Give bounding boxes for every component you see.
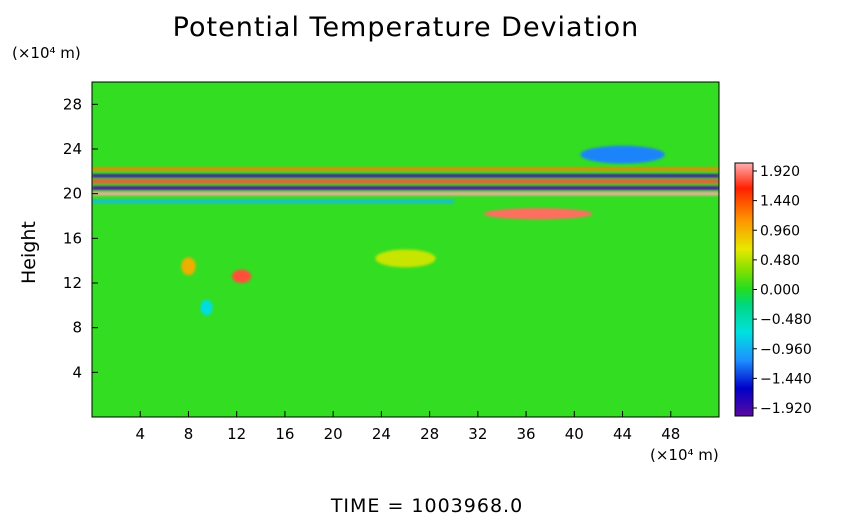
field-feature-band — [92, 191, 719, 196]
colorbar-label: 0.000 — [760, 283, 800, 299]
field-feature-blob — [483, 208, 593, 220]
y-tick-label: 28 — [63, 95, 82, 113]
x-tick-label: 24 — [372, 425, 391, 443]
x-tick-label: 12 — [227, 425, 246, 443]
y-tick-label: 20 — [63, 185, 82, 203]
plot-area — [91, 81, 720, 418]
colorbar-gradient — [734, 162, 754, 417]
y-tick-label: 24 — [63, 140, 82, 158]
field-feature-blob — [200, 299, 213, 316]
colorbar: 1.920 1.440 0.960 0.480 0.000 −0.480 −0.960 −1.… — [734, 162, 812, 417]
y-tick-label: 16 — [63, 229, 82, 247]
x-tick-label: 36 — [517, 425, 536, 443]
y-tick-label: 8 — [72, 319, 82, 337]
field-feature-blob — [375, 249, 436, 268]
field-feature-band — [92, 186, 719, 191]
x-tick-label: 44 — [613, 425, 632, 443]
x-tick-label: 4 — [135, 425, 145, 443]
y-tick-label: 12 — [63, 274, 82, 292]
x-tick-label: 16 — [275, 425, 294, 443]
field-feature-blob — [231, 269, 252, 283]
time-label: TIME = 1003968.0 — [330, 495, 524, 517]
colorbar-label: −1.440 — [760, 371, 812, 387]
x-tick-label: 8 — [184, 425, 194, 443]
x-tick-label: 20 — [324, 425, 343, 443]
x-tick-label: 28 — [420, 425, 439, 443]
field-feature-band — [92, 167, 719, 171]
colorbar-label: 0.480 — [760, 253, 800, 269]
x-tick-label: 32 — [468, 425, 487, 443]
colorbar-label: −0.480 — [760, 312, 812, 328]
colorbar-label: 1.920 — [760, 164, 800, 180]
field-feature-band — [92, 199, 454, 204]
x-axis-unit: (×10⁴ m) — [650, 446, 719, 464]
y-axis-unit: (×10⁴ m) — [12, 44, 81, 62]
colorbar-label: −0.960 — [760, 342, 812, 358]
colorbar-label: −1.920 — [760, 401, 812, 417]
colorbar-label: 1.440 — [760, 194, 800, 210]
field-feature-blob — [181, 257, 196, 276]
field-feature-band — [92, 179, 719, 184]
plot-frame — [91, 81, 720, 418]
colorbar-label: 0.960 — [760, 223, 800, 239]
chart-title: Potential Temperature Deviation — [172, 12, 640, 43]
field-feature-band — [92, 174, 719, 178]
x-tick-label: 40 — [565, 425, 584, 443]
x-tick-label: 48 — [661, 425, 680, 443]
field-feature-blob — [580, 145, 665, 164]
y-tick-label: 4 — [72, 363, 82, 381]
